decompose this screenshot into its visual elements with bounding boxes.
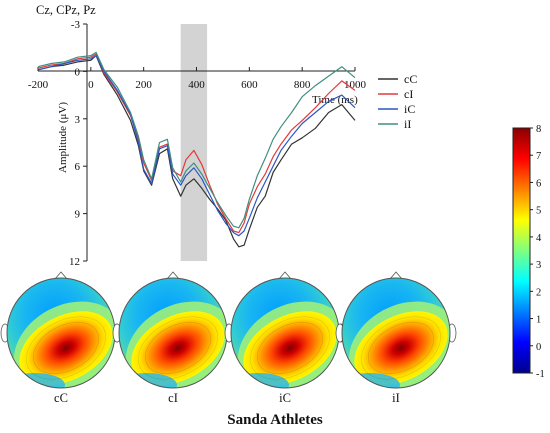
channel-label: Cz, CPz, Pz <box>36 3 96 17</box>
contour-line <box>26 316 106 380</box>
hot-region <box>354 311 448 385</box>
series-line-ic <box>37 54 356 237</box>
contour-line <box>368 321 434 375</box>
colorbar-tick-label: 7 <box>536 151 541 162</box>
nose <box>389 271 403 280</box>
hot-region <box>19 311 113 385</box>
y-tick-label: 6 <box>75 161 81 173</box>
contour-line <box>145 321 211 375</box>
head-outline <box>341 277 451 389</box>
topomap-label-ii: iI <box>392 391 400 405</box>
x-tick-label: 1000 <box>344 79 367 91</box>
colorbar-tick-label: 8 <box>536 124 541 135</box>
colorbar-tick-label: -1 <box>536 369 545 380</box>
contour-line <box>138 316 218 380</box>
legend-label-ii: iI <box>404 117 411 131</box>
hot-region <box>243 311 337 385</box>
colorbar-tick-label: 5 <box>536 206 541 217</box>
legend-label-ic: iC <box>404 102 415 116</box>
y-tick-label: 12 <box>69 256 80 268</box>
contour-line <box>257 321 323 375</box>
colorbar <box>512 127 531 374</box>
topomap-label-ci: cI <box>168 391 178 405</box>
x-tick-label: -200 <box>28 79 49 91</box>
y-tick-label: -3 <box>71 19 81 31</box>
colorbar-tick-label: 2 <box>536 287 541 298</box>
topomap-label-ic: iC <box>279 391 291 405</box>
figure-caption: Sanda Athletes <box>227 412 323 428</box>
hot-region <box>131 311 225 385</box>
contour-line <box>361 316 441 380</box>
x-tick-label: 0 <box>88 79 94 91</box>
legend-label-ci: cI <box>404 87 413 101</box>
topomap-label-cc: cC <box>54 391 68 405</box>
nose <box>54 271 68 280</box>
x-tick-label: 600 <box>241 79 258 91</box>
topomap-ci <box>112 271 234 389</box>
x-tick-label: 800 <box>294 79 311 91</box>
y-tick-label: 9 <box>75 209 81 221</box>
y-axis-label: Amplitude (μV) <box>57 102 69 173</box>
x-tick-label: 200 <box>135 79 152 91</box>
highlight-window <box>180 24 208 261</box>
x-axis-label: Time (ms) <box>312 94 358 106</box>
series-line-cc <box>37 54 356 248</box>
series-line-ii <box>37 51 356 229</box>
contour-line <box>33 321 99 375</box>
topomap-cc <box>0 271 122 389</box>
topomap-ic <box>224 271 346 389</box>
legend-label-cc: cC <box>404 72 417 86</box>
nose <box>278 271 292 280</box>
colorbar-tick-label: 4 <box>536 233 542 244</box>
colorbar-tick-label: 3 <box>536 260 541 271</box>
x-tick-label: 400 <box>188 79 205 91</box>
colorbar-tick-label: 0 <box>536 342 541 353</box>
colorbar-tick-label: 6 <box>536 178 541 189</box>
y-tick-label: 0 <box>75 66 81 78</box>
y-tick-label: 3 <box>75 114 81 126</box>
colorbar-tick-label: 1 <box>536 315 541 326</box>
nose <box>166 271 180 280</box>
contour-line <box>250 316 330 380</box>
